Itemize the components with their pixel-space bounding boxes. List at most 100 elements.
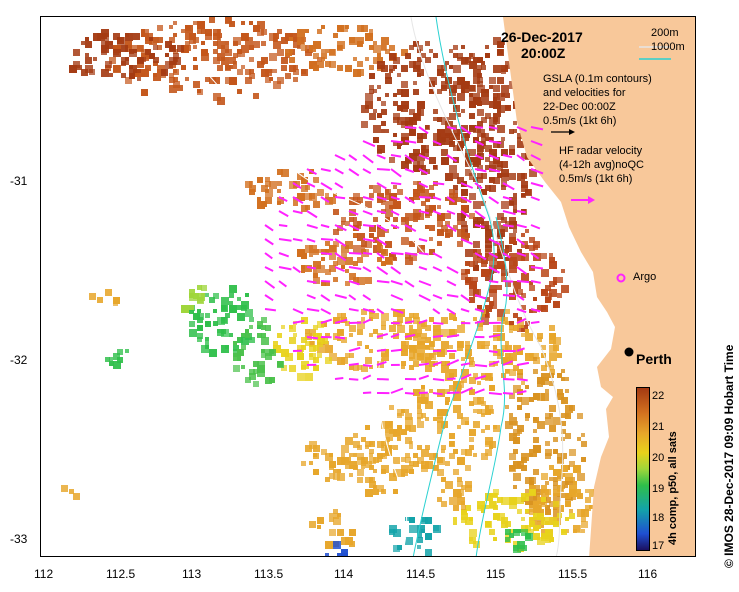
- radar-arrow: [334, 168, 344, 175]
- sst-pixel: [449, 89, 456, 96]
- sst-pixel: [417, 537, 423, 543]
- sst-pixel: [541, 253, 547, 259]
- sst-pixel: [533, 485, 540, 492]
- sst-pixel: [541, 393, 549, 401]
- sst-pixel: [245, 293, 249, 297]
- sst-pixel: [421, 53, 426, 58]
- sst-pixel: [405, 253, 411, 259]
- sst-pixel: [369, 185, 373, 189]
- sst-pixel: [457, 493, 462, 498]
- sst-pixel: [337, 337, 341, 341]
- radar-arrow: [404, 320, 415, 324]
- sst-pixel: [477, 173, 483, 179]
- sst-pixel: [501, 85, 509, 93]
- sst-pixel: [305, 341, 310, 346]
- sst-pixel: [449, 189, 455, 195]
- gsla-scale-arrowhead: [569, 129, 575, 135]
- sst-pixel: [169, 37, 175, 43]
- sst-pixel: [489, 177, 495, 183]
- radar-arrow: [348, 362, 359, 366]
- radar-arrow: [516, 294, 525, 301]
- radar-arrow: [362, 318, 372, 324]
- sst-pixel: [521, 397, 529, 405]
- sst-pixel: [517, 141, 524, 148]
- sst-pixel: [485, 341, 490, 346]
- radar-arrow: [348, 266, 362, 270]
- sst-pixel: [437, 65, 443, 71]
- sst-pixel: [233, 65, 237, 69]
- sst-pixel: [357, 233, 365, 241]
- sst-pixel: [301, 177, 308, 184]
- sst-pixel: [497, 93, 505, 101]
- sst-pixel: [529, 169, 537, 177]
- sst-pixel: [381, 445, 387, 451]
- sst-pixel: [577, 413, 583, 419]
- sst-pixel: [377, 53, 381, 57]
- radar-arrow: [362, 266, 372, 273]
- sst-pixel: [73, 49, 80, 56]
- sst-pixel: [209, 297, 215, 303]
- sst-pixel: [229, 77, 235, 83]
- sst-pixel: [525, 245, 529, 249]
- sst-pixel: [409, 325, 413, 329]
- sst-pixel: [353, 365, 359, 371]
- sst-pixel: [509, 329, 513, 333]
- sst-pixel: [513, 129, 517, 133]
- sst-pixel: [577, 437, 581, 441]
- radar-arrow: [488, 140, 502, 145]
- sst-pixel: [549, 425, 556, 432]
- sst-pixel: [193, 45, 197, 49]
- sst-pixel: [73, 493, 80, 500]
- sst-pixel: [293, 333, 297, 337]
- sst-pixel: [497, 173, 502, 178]
- sst-pixel: [129, 65, 137, 73]
- sst-pixel: [241, 365, 245, 369]
- sst-pixel: [397, 105, 403, 111]
- sst-pixel: [501, 265, 506, 270]
- sst-pixel: [521, 325, 528, 332]
- sst-pixel: [517, 529, 521, 533]
- sst-pixel: [201, 41, 205, 45]
- sst-pixel: [505, 61, 513, 69]
- sst-pixel: [313, 41, 321, 49]
- sst-pixel: [389, 325, 396, 332]
- sst-pixel: [521, 517, 525, 521]
- radar-arrow: [446, 391, 460, 394]
- sst-pixel: [221, 329, 226, 334]
- radar-arrow: [474, 388, 485, 394]
- sst-pixel: [445, 397, 450, 402]
- map-panel[interactable]: 26-Dec-2017 20:00Z 200m 1000m GSLA (0.1m…: [40, 16, 696, 557]
- sst-pixel: [249, 369, 255, 375]
- sst-pixel: [441, 117, 449, 125]
- radar-arrow: [362, 374, 372, 380]
- sst-pixel: [445, 197, 449, 201]
- sst-pixel: [509, 173, 516, 180]
- sst-pixel: [461, 417, 469, 425]
- sst-pixel: [549, 369, 555, 375]
- radar-arrow: [502, 280, 514, 283]
- sst-pixel: [485, 137, 489, 141]
- radar-arrow: [418, 362, 430, 366]
- sst-pixel: [133, 33, 140, 40]
- sst-pixel: [469, 61, 477, 69]
- sst-pixel: [369, 65, 374, 70]
- sst-pixel: [481, 269, 489, 277]
- sst-pixel: [461, 273, 468, 280]
- sst-pixel: [317, 57, 322, 62]
- radar-arrow: [418, 252, 429, 256]
- sst-pixel: [205, 321, 211, 327]
- sst-pixel: [521, 333, 525, 337]
- sst-pixel: [337, 513, 341, 517]
- sst-pixel: [249, 21, 253, 25]
- sst-pixel: [545, 285, 551, 291]
- sst-pixel: [177, 85, 183, 91]
- sst-pixel: [437, 221, 443, 227]
- radar-arrow: [474, 168, 487, 173]
- sst-pixel: [185, 33, 192, 40]
- sst-pixel: [85, 53, 89, 57]
- sst-pixel: [549, 465, 554, 470]
- sst-pixel: [233, 341, 237, 345]
- sst-pixel: [393, 545, 400, 552]
- sst-pixel: [193, 293, 199, 299]
- sst-pixel: [193, 65, 198, 70]
